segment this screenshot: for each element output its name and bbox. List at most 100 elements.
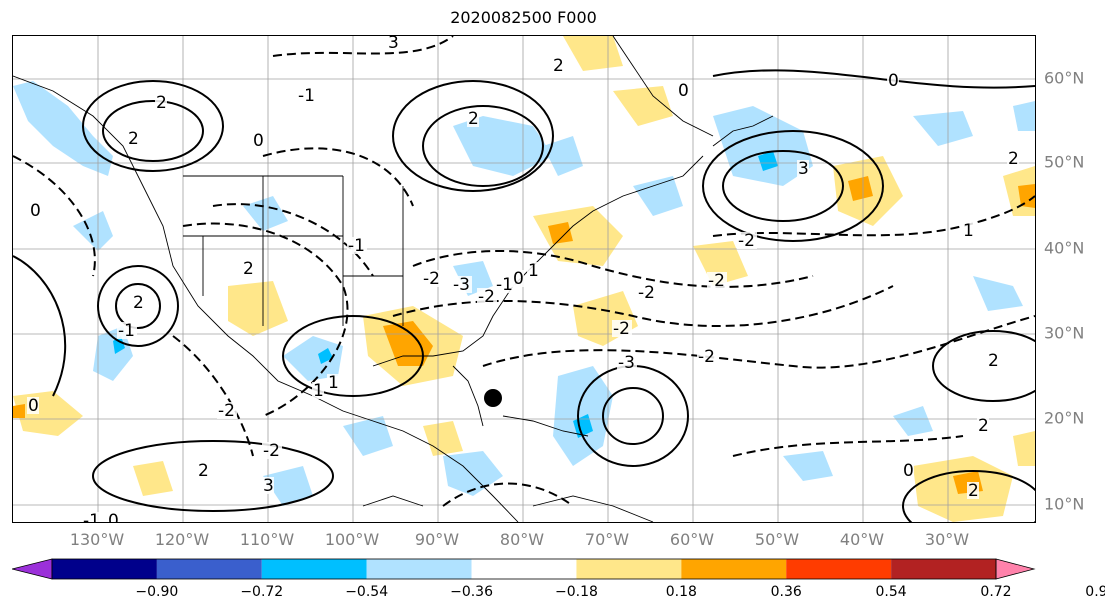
contour-label: -1 [118,321,135,341]
contour-label-bg [967,482,979,499]
weather-map: 2 2 0 2 3 0 3 2 0 1 2 -1 2 -2 -1 -2 -3 -2 -1 0 1 -2 -2 2 0 -2 1 0 -3… [12,35,1036,523]
colorbar-tick-label: −0.18 [554,584,598,600]
contour-label: 1 [328,373,339,393]
contour-label-bg [637,284,657,301]
contour-label: 3 [388,36,399,53]
lat-label-60n: 60°N [1044,68,1085,88]
lat-label-10n: 10°N [1044,494,1085,514]
contour-label-bg [697,348,717,365]
contour-label-bg [987,352,999,369]
colorbar-tick-label: −0.90 [135,584,179,600]
contour-label-bg [27,397,39,414]
contour-label-bg [197,462,209,479]
negative-shading [13,81,1035,506]
lon-label-50w: 50°W [754,530,800,549]
contour-label: -1 [83,511,100,522]
contour-label-bg [512,270,524,287]
contour-label-bg [977,417,989,434]
contour-label-bg [707,272,727,289]
contour-label: 0 [513,269,524,289]
colorbar-tick-label: −0.72 [240,584,284,600]
colorbar-segment [156,559,262,579]
contour-label-bg [82,512,102,522]
contour-label-bg [242,260,254,277]
lon-label-80w: 80°W [499,530,545,549]
lon-label-130w: 130°W [69,530,125,549]
contour-label-bg [887,72,899,89]
contour-label: 1 [528,261,539,281]
colorbar-tick-label: 0.54 [875,584,907,600]
contour-label-bg [552,57,564,74]
colorbar-tick-label: −0.36 [450,584,493,600]
contour-label: 3 [263,476,274,496]
colorbar-segment [471,559,577,579]
storm-center-dot [484,389,502,407]
contour-label-bg [327,374,339,391]
negative-shading-strong [113,151,778,438]
contour-label: 2 [198,461,209,481]
lon-label-60w: 60°W [669,530,715,549]
contour-label-bg [1007,150,1019,167]
contour-label: 2 [156,93,167,113]
colorbar-tick-label: 0.90 [1085,584,1105,600]
contour-label-bg [262,442,282,459]
contour-label-bg [902,462,914,479]
contour-label-bg [312,382,324,399]
colorbar-segment [261,559,367,579]
contour-label: -3 [618,353,635,373]
contour-label: 2 [128,129,139,149]
colorbar-segment [681,559,787,579]
contour-label-bg [297,87,317,104]
contour-label: -2 [698,347,715,367]
lon-label-100w: 100°W [324,530,380,549]
contour-label-bg [797,160,809,177]
lon-label-90w: 90°W [414,530,460,549]
contour-label: -2 [638,283,655,303]
colorbar-segment [576,559,682,579]
contour-label: -2 [218,401,235,421]
colorbar-outline [51,558,997,580]
contour-label: -2 [738,231,755,251]
lat-label-50n: 50°N [1044,152,1085,172]
contour-label: 1 [963,221,974,241]
contour-label: 0 [28,396,39,416]
contour-label-bg [127,130,139,147]
contour-label-bg [452,276,472,293]
lon-label-120w: 120°W [154,530,210,549]
contour-label-bg [612,320,632,337]
contour-label-bg [262,477,274,494]
lon-label-110w: 110°W [239,530,295,549]
contour-label-bg [29,202,41,219]
colorbar [12,558,1036,580]
lat-label-30n: 30°N [1044,323,1085,343]
contour-label: -2 [478,287,495,307]
contour-label: 2 [468,109,479,129]
colorbar-tick-label: 0.36 [770,584,802,600]
contour-label: -1 [348,236,365,256]
contour-label-bg [117,322,137,339]
contour-label: 0 [108,511,119,522]
contour-label: 2 [968,481,979,501]
colorbar-tick-label: 0.18 [665,584,697,600]
positive-shading-strong [13,176,1035,494]
contour-label-bg [217,402,237,419]
contour-label: -1 [298,86,315,106]
contour-label-bg [422,270,442,287]
contour-label: -1 [496,275,513,295]
lon-label-40w: 40°W [839,530,885,549]
contour-label: 1 [313,381,324,401]
contour-label-bg [477,288,497,305]
contour-label: 3 [798,159,809,179]
lon-label-70w: 70°W [584,530,630,549]
colorbar-extend-max [995,558,1036,580]
lat-label-40n: 40°N [1044,238,1085,258]
contour-label: -3 [453,275,470,295]
contour-label-bg [495,276,515,293]
contour-label: 0 [903,461,914,481]
contour-label-bg [387,36,399,51]
colorbar-extend-min [12,558,53,580]
contour-label: 2 [553,56,564,76]
contour-label-bg [132,294,144,311]
colorbar-segment [52,559,157,579]
